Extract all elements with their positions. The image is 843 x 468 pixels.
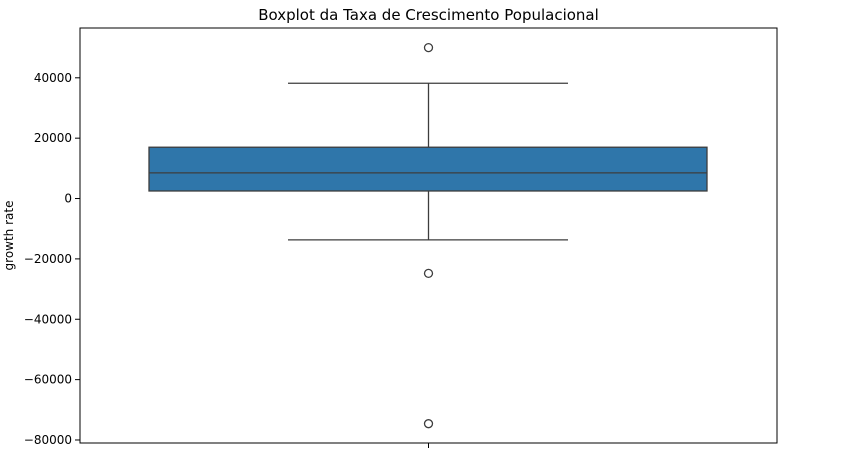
chart-title: Boxplot da Taxa de Crescimento Populacio…: [258, 6, 599, 24]
y-tick-label: 20000: [34, 131, 72, 145]
outlier-point: [423, 419, 434, 429]
y-axis: −80000 −60000 −40000 −20000 0 20000 40000: [24, 71, 80, 447]
outlier-point: [423, 42, 434, 53]
iqr-box: [148, 146, 708, 192]
outlier-point: [423, 268, 434, 279]
y-axis-label: growth rate: [2, 201, 16, 271]
plot-area: [148, 42, 708, 429]
y-tick-label: 40000: [34, 71, 72, 85]
y-tick-label: −60000: [24, 373, 72, 387]
y-tick-label: 0: [64, 192, 72, 206]
plot-frame: [79, 27, 778, 444]
y-tick-label: −80000: [24, 433, 72, 447]
y-tick-label: −40000: [24, 312, 72, 326]
y-tick-label: −20000: [24, 252, 72, 266]
